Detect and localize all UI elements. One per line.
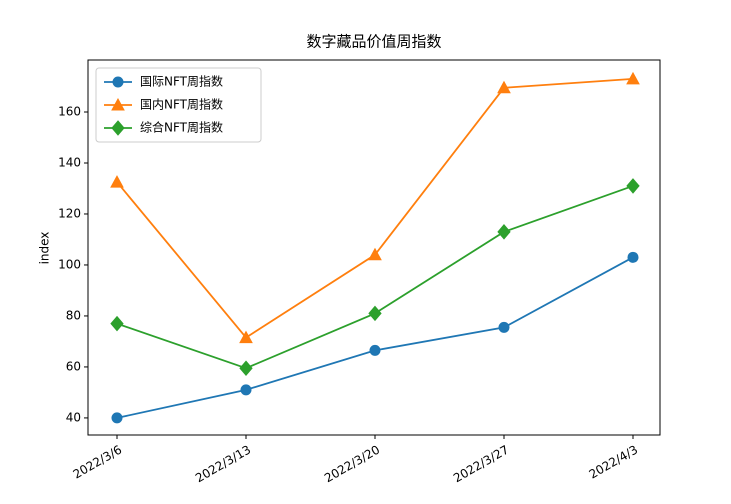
y-tick-label: 60 xyxy=(66,359,81,373)
x-tick-label: 2022/4/3 xyxy=(587,443,641,482)
x-tick-label: 2022/3/6 xyxy=(71,443,125,482)
legend-box xyxy=(95,67,262,143)
legend-label: 综合NFT周指数 xyxy=(140,120,223,135)
data-point xyxy=(239,330,253,344)
data-point xyxy=(497,80,511,94)
data-point xyxy=(110,315,124,332)
y-tick-label: 160 xyxy=(58,105,81,119)
legend-marker xyxy=(111,120,125,136)
data-point xyxy=(239,360,253,376)
data-point xyxy=(240,384,252,396)
data-point xyxy=(368,305,382,322)
data-point xyxy=(627,251,639,263)
y-tick-label: 120 xyxy=(58,206,81,220)
chart-title: 数字藏品价值周指数 xyxy=(306,33,441,51)
data-point xyxy=(626,178,640,194)
data-point xyxy=(626,71,640,85)
y-tick-label: 80 xyxy=(66,308,81,322)
x-tick-label: 2022/3/13 xyxy=(193,443,253,486)
data-point xyxy=(368,247,382,261)
data-point xyxy=(498,321,510,333)
legend-marker xyxy=(111,97,125,111)
x-tick-label: 2022/3/20 xyxy=(322,443,382,486)
y-tick-label: 140 xyxy=(58,155,81,169)
legend-label: 国际NFT周指数 xyxy=(140,74,223,89)
data-point xyxy=(111,412,123,424)
data-point xyxy=(497,224,511,240)
series-line xyxy=(116,185,634,370)
y-tick-label: 100 xyxy=(58,257,81,271)
data-point xyxy=(110,175,124,188)
x-tick-label: 2022/3/27 xyxy=(451,443,511,486)
y-tick-label: 40 xyxy=(66,410,81,424)
data-point xyxy=(369,344,381,356)
series-line xyxy=(116,256,634,419)
plot-frame xyxy=(87,59,661,436)
legend-label: 国内NFT周指数 xyxy=(140,97,223,112)
y-axis-label: index xyxy=(38,232,52,265)
legend-marker xyxy=(112,76,124,88)
